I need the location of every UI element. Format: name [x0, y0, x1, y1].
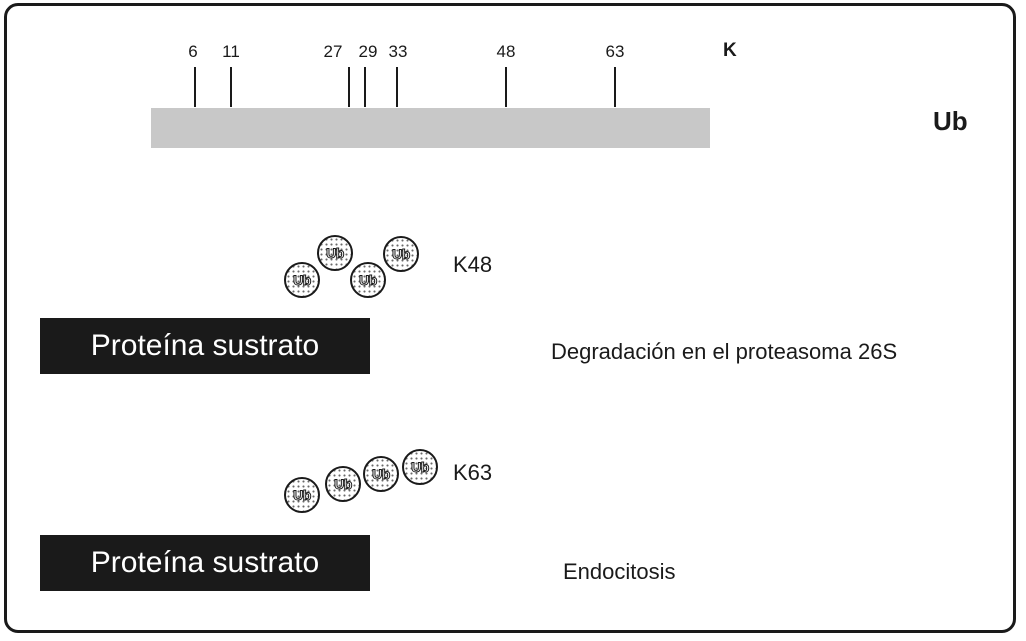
ubiquitin-ball-label: Ub: [359, 272, 378, 289]
lysine-label-27: 27: [323, 42, 343, 61]
figure-frame: [4, 3, 1016, 633]
lysine-tick-48: [505, 67, 507, 107]
ubiquitin-ball-label: Ub: [293, 487, 312, 504]
ubiquitin-ball: Ub: [317, 235, 353, 271]
lysine-tick-6: [194, 67, 196, 107]
lysine-label-48: 48: [496, 42, 516, 61]
ubiquitin-ball-label: Ub: [326, 245, 345, 262]
ubiquitin-ball: Ub: [350, 262, 386, 298]
chain-linkage-label-k48: K48: [453, 252, 493, 277]
lysine-label-29: 29: [358, 42, 378, 61]
ubiquitin-ball: Ub: [284, 262, 320, 298]
lysine-header-label: K: [723, 40, 737, 61]
lysine-tick-27: [348, 67, 350, 107]
ubiquitin-ball: Ub: [402, 449, 438, 485]
ubiquitin-ball: Ub: [383, 236, 419, 272]
ubiquitin-ball-label: Ub: [334, 476, 353, 493]
lysine-label-6: 6: [188, 42, 198, 61]
lysine-tick-11: [230, 67, 232, 107]
chain-linkage-label-k63: K63: [453, 460, 493, 485]
ubiquitin-ball-label: Ub: [372, 466, 391, 483]
substrate-box-k48: Proteína sustrato: [40, 318, 370, 374]
ubiquitin-ball-label: Ub: [392, 246, 411, 263]
ubiquitin-sequence-bar: [151, 108, 710, 148]
ubiquitin-ball: Ub: [284, 477, 320, 513]
ubiquitin-ball: Ub: [363, 456, 399, 492]
lysine-tick-63: [614, 67, 616, 107]
ubiquitin-label: Ub: [933, 106, 968, 136]
lysine-label-33: 33: [388, 42, 408, 61]
ubiquitin-ball-label: Ub: [411, 459, 430, 476]
ubiquitin-ball: Ub: [325, 466, 361, 502]
lysine-label-63: 63: [605, 42, 625, 61]
lysine-tick-33: [396, 67, 398, 107]
lysine-tick-29: [364, 67, 366, 107]
outcome-label-k48: Degradación en el proteasoma 26S: [551, 339, 898, 364]
lysine-label-11: 11: [222, 42, 240, 61]
ubiquitin-ball-label: Ub: [293, 272, 312, 289]
substrate-box-k63: Proteína sustrato: [40, 535, 370, 591]
outcome-label-k63: Endocitosis: [563, 559, 676, 584]
